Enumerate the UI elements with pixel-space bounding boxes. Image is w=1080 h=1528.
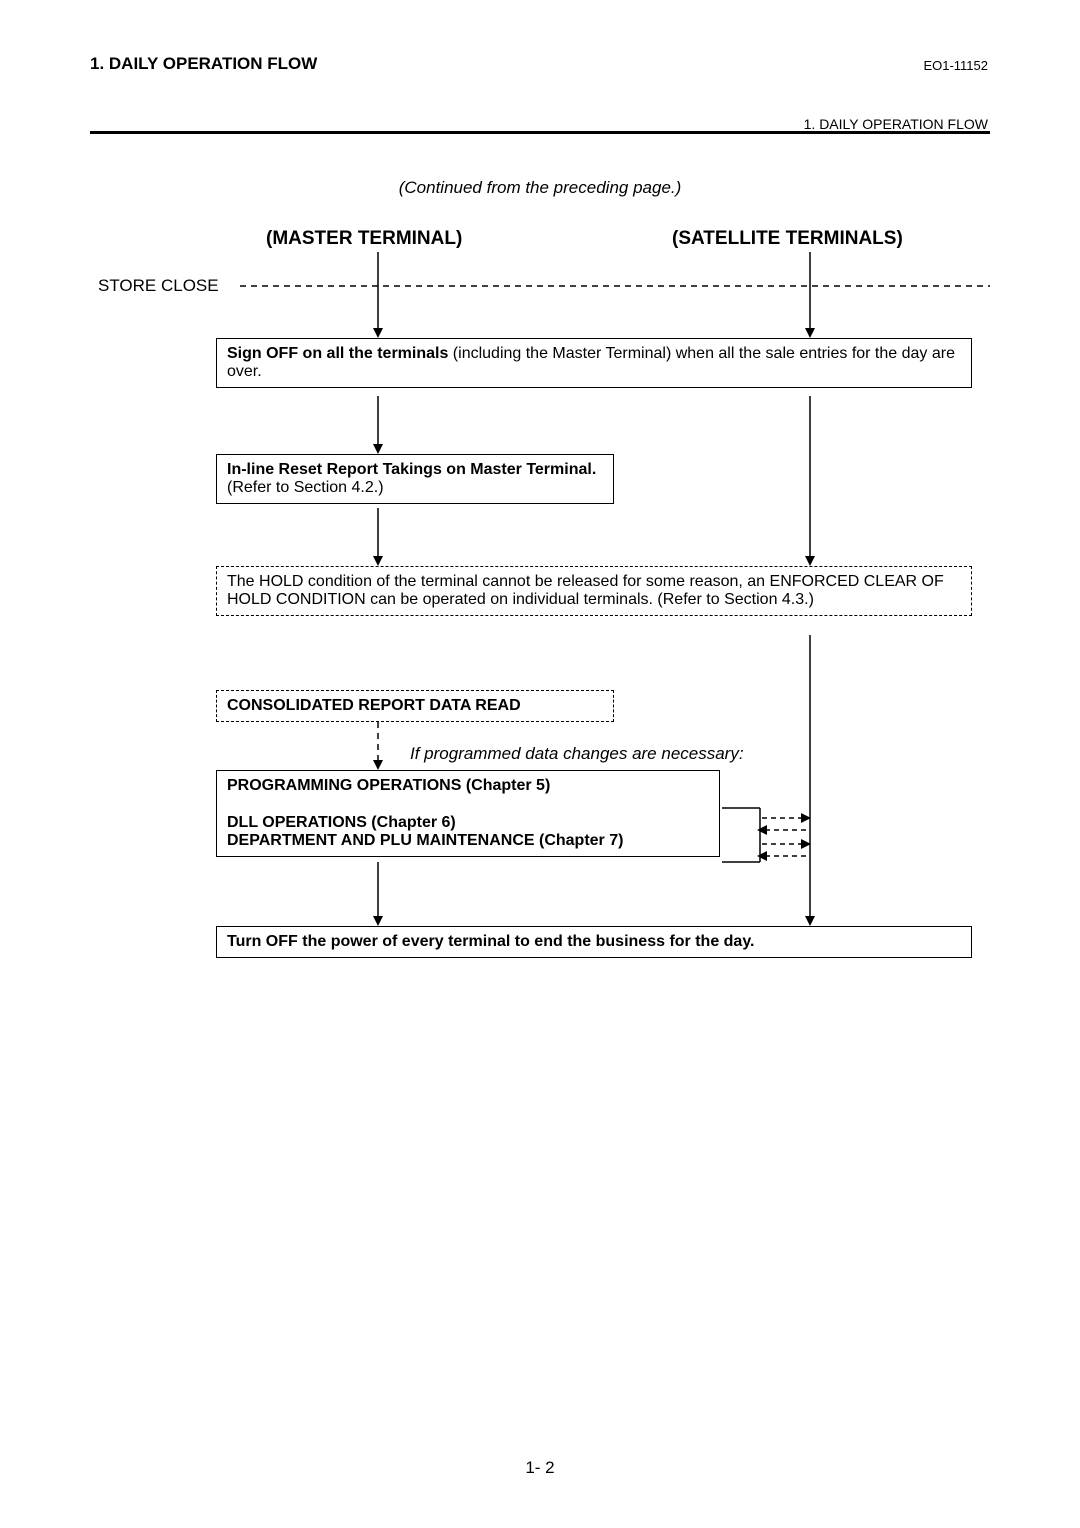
page-number: 1- 2 <box>0 1458 1080 1478</box>
consolidated-report-text: CONSOLIDATED REPORT DATA READ <box>227 697 521 714</box>
flow-lines <box>0 0 1080 1528</box>
program-dll-box: PROGRAMMING OPERATIONS (Chapter 5) DLL O… <box>216 770 720 857</box>
if-programmed-text: If programmed data changes are necessary… <box>410 744 744 764</box>
dept-plu-text: DEPARTMENT AND PLU MAINTENANCE (Chapter … <box>227 832 709 850</box>
header-subright: 1. DAILY OPERATION FLOW <box>804 116 988 132</box>
inline-reset-box: In-line Reset Report Takings on Master T… <box>216 454 614 504</box>
header-left: 1. DAILY OPERATION FLOW <box>90 54 317 74</box>
continued-text: (Continued from the preceding page.) <box>0 178 1080 198</box>
turnoff-box: Turn OFF the power of every terminal to … <box>216 926 972 958</box>
consolidated-report-box: CONSOLIDATED REPORT DATA READ <box>216 690 614 722</box>
inline-reset-bold: In-line Reset Report Takings on Master T… <box>227 461 596 478</box>
signoff-bold: Sign OFF on all the terminals <box>227 345 448 362</box>
hold-condition-text: The HOLD condition of the terminal canno… <box>227 573 944 608</box>
header-rule <box>90 131 990 134</box>
hold-condition-box: The HOLD condition of the terminal canno… <box>216 566 972 616</box>
turnoff-text: Turn OFF the power of every terminal to … <box>227 933 754 950</box>
store-close-label: STORE CLOSE <box>98 276 219 296</box>
header-right: EO1-11152 <box>923 58 988 73</box>
signoff-box: Sign OFF on all the terminals (including… <box>216 338 972 388</box>
satellite-terminals-heading: (SATELLITE TERMINALS) <box>672 228 903 250</box>
master-terminal-heading: (MASTER TERMINAL) <box>266 228 462 250</box>
inline-reset-rest: (Refer to Section 4.2.) <box>227 479 384 496</box>
programming-ops-text: PROGRAMMING OPERATIONS (Chapter 5) <box>227 777 709 795</box>
dll-ops-text: DLL OPERATIONS (Chapter 6) <box>227 814 709 832</box>
